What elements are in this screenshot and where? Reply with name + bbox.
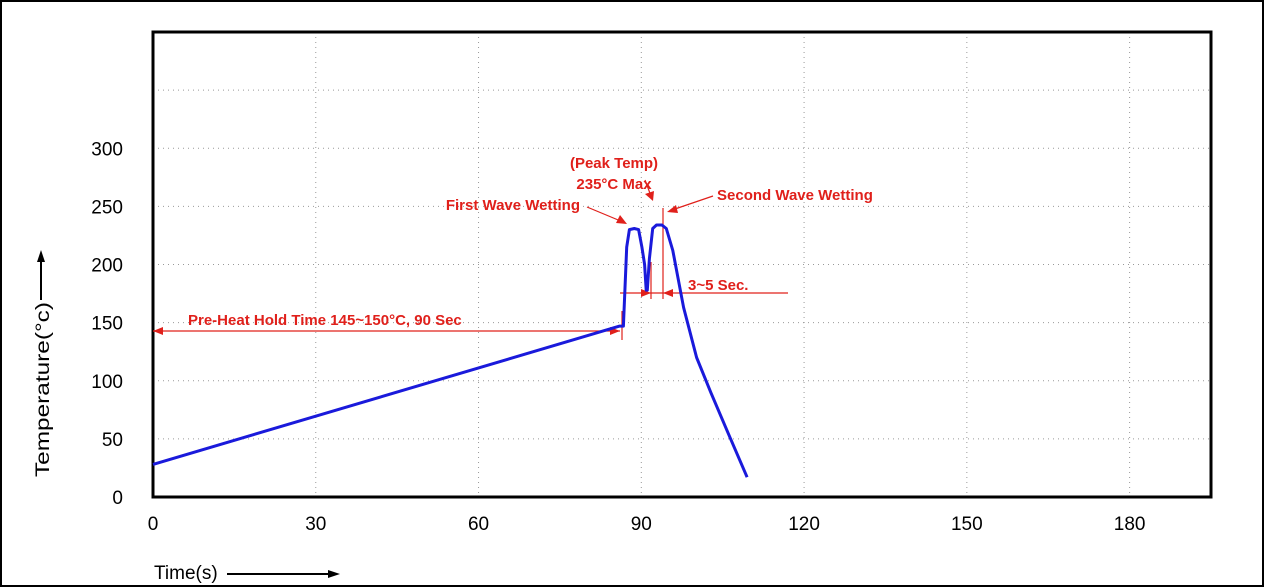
second-wave-label: Second Wave Wetting xyxy=(717,187,873,204)
y-tick-label: 50 xyxy=(102,430,123,451)
x-tick-label: 90 xyxy=(631,514,652,535)
peak-arrow xyxy=(645,191,654,201)
temperature-curve xyxy=(152,223,749,478)
duration-label: 3~5 Sec. xyxy=(688,277,748,294)
duration-arrow-right xyxy=(663,289,673,297)
x-tick-label: 0 xyxy=(148,514,159,535)
first-wave-label: First Wave Wetting xyxy=(446,197,580,214)
y-axis-ticks: 0 50 100 150 200 250 300 xyxy=(91,139,123,509)
y-tick-label: 250 xyxy=(91,197,123,218)
plot-area-border xyxy=(151,30,1213,499)
x-tick-label: 180 xyxy=(1114,514,1146,535)
first-wave-leader xyxy=(586,206,624,223)
x-tick-label: 30 xyxy=(305,514,326,535)
x-axis-ticks: 0 30 60 90 120 150 180 xyxy=(148,514,1146,535)
y-tick-label: 0 xyxy=(112,488,123,509)
second-wave-arrow xyxy=(667,205,678,213)
y-axis-arrow xyxy=(37,250,45,300)
y-tick-label: 100 xyxy=(91,372,123,393)
x-tick-label: 60 xyxy=(468,514,489,535)
x-tick-label: 120 xyxy=(788,514,820,535)
duration-arrow-left xyxy=(641,289,651,297)
y-tick-label: 300 xyxy=(91,139,123,160)
second-wave-leader xyxy=(671,195,714,211)
peak-label-line2: 235°C Max xyxy=(576,176,652,193)
preheat-arrow-left xyxy=(153,327,163,335)
y-axis-title: Temperature(°c) xyxy=(33,302,54,477)
x-axis-title: Time(s) xyxy=(154,563,218,584)
peak-label-line1: (Peak Temp) xyxy=(570,155,658,172)
x-tick-label: 150 xyxy=(951,514,983,535)
first-wave-arrow xyxy=(616,215,627,224)
preheat-label: Pre-Heat Hold Time 145~150°C, 90 Sec xyxy=(188,312,462,329)
y-tick-label: 150 xyxy=(91,314,123,335)
x-axis-arrow xyxy=(227,570,340,578)
y-tick-label: 200 xyxy=(91,256,123,277)
